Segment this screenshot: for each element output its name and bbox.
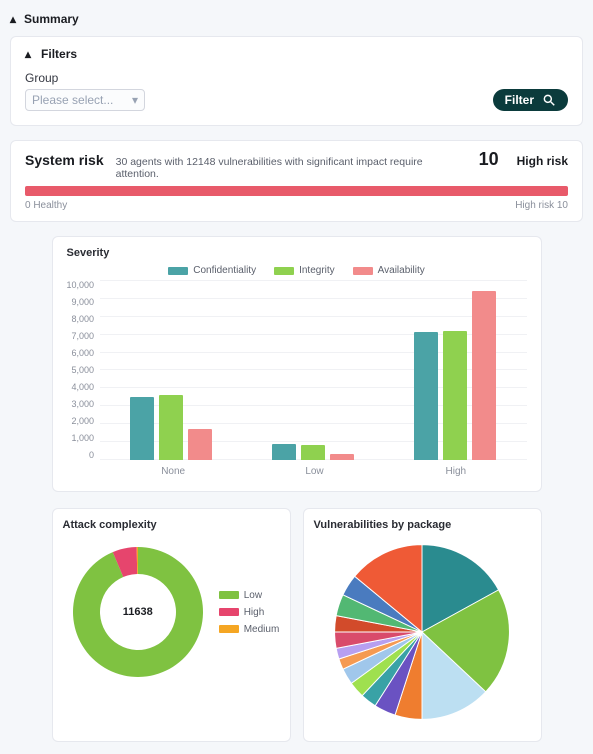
system-risk-title: System risk	[25, 152, 104, 168]
filter-button[interactable]: Filter	[493, 89, 568, 111]
bar[interactable]	[414, 332, 438, 460]
attack-complexity-chart: Attack complexity 11638 Low High Medium	[52, 508, 291, 742]
filter-button-label: Filter	[505, 93, 534, 107]
bar[interactable]	[472, 291, 496, 460]
filters-title: Filters	[41, 47, 77, 61]
bar[interactable]	[330, 454, 354, 460]
system-risk-label: High risk	[517, 154, 568, 168]
attack-complexity-legend: Low High Medium	[219, 590, 280, 635]
severity-title: Severity	[67, 247, 527, 259]
group-select-placeholder: Please select...	[32, 93, 113, 107]
risk-scale-left: 0 Healthy	[25, 200, 67, 211]
chevron-up-icon: ▴	[25, 47, 31, 61]
filters-panel: ▴ Filters Group Please select... ▾ Filte…	[10, 36, 583, 126]
chevron-down-icon: ▾	[132, 93, 138, 107]
vuln-by-package-chart: Vulnerabilities by package	[303, 508, 542, 742]
vuln-by-package-title: Vulnerabilities by package	[314, 519, 531, 531]
bar-group	[242, 280, 384, 460]
summary-title: Summary	[24, 12, 79, 26]
system-risk-score: 10	[479, 149, 499, 170]
severity-plot	[100, 280, 526, 460]
summary-header[interactable]: ▴ Summary	[10, 12, 583, 26]
legend-item[interactable]: Availability	[353, 265, 425, 276]
legend-item[interactable]: Integrity	[274, 265, 335, 276]
severity-x-labels: NoneLowHigh	[103, 460, 527, 477]
bar[interactable]	[130, 397, 154, 460]
bar-group	[384, 280, 526, 460]
legend-item[interactable]: Low	[219, 590, 280, 601]
legend-item[interactable]: High	[219, 607, 280, 618]
risk-scale-right: High risk 10	[515, 200, 568, 211]
bar[interactable]	[188, 429, 212, 460]
bar[interactable]	[272, 444, 296, 460]
attack-complexity-title: Attack complexity	[63, 519, 280, 531]
filters-header[interactable]: ▴ Filters	[25, 47, 568, 61]
legend-item[interactable]: Confidentiality	[168, 265, 256, 276]
vuln-pie[interactable]	[322, 537, 522, 727]
bar[interactable]	[443, 331, 467, 460]
bar[interactable]	[301, 445, 325, 460]
search-icon	[542, 93, 556, 107]
legend-item[interactable]: Medium	[219, 624, 280, 635]
group-select[interactable]: Please select... ▾	[25, 89, 145, 111]
donut-center-value: 11638	[63, 537, 213, 687]
chevron-up-icon: ▴	[10, 12, 16, 26]
severity-chart: Severity Confidentiality Integrity Availab…	[52, 236, 542, 492]
severity-y-labels: 10,0009,0008,0007,0006,0005,0004,0003,00…	[67, 280, 101, 460]
bar-group	[100, 280, 242, 460]
attack-complexity-donut[interactable]: 11638	[63, 537, 213, 687]
system-risk-message: 30 agents with 12148 vulnerabilities wit…	[116, 156, 467, 180]
severity-legend: Confidentiality Integrity Availability	[67, 265, 527, 276]
bar[interactable]	[159, 395, 183, 460]
group-label: Group	[25, 71, 568, 85]
system-risk-panel: System risk 30 agents with 12148 vulnera…	[10, 140, 583, 222]
system-risk-bar	[25, 186, 568, 196]
